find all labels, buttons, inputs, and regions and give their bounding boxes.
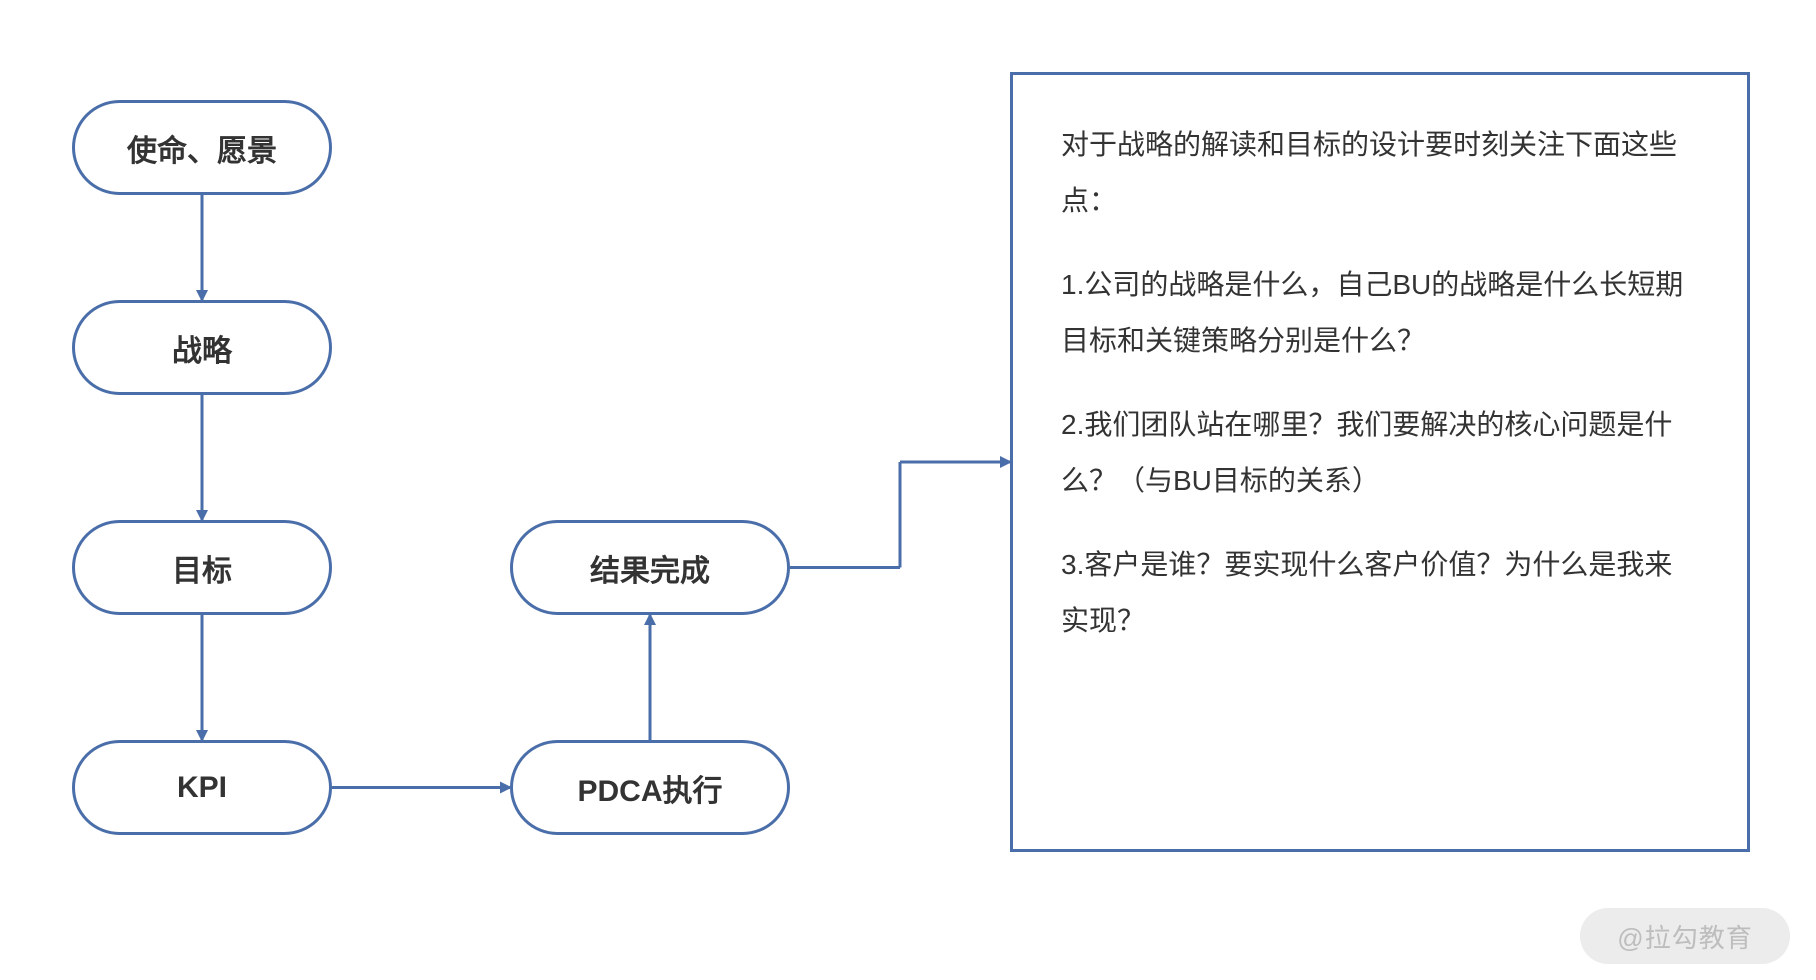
- node-goal: 目标: [72, 520, 332, 615]
- watermark-badge: @拉勾教育: [1580, 908, 1790, 964]
- node-strategy: 战略: [72, 300, 332, 395]
- node-result: 结果完成: [510, 520, 790, 615]
- info-paragraph: 1.公司的战略是什么，自己BU的战略是什么长短期目标和关键策略分别是什么？: [1061, 257, 1699, 369]
- info-box: 对于战略的解读和目标的设计要时刻关注下面这些点： 1.公司的战略是什么，自己BU…: [1010, 72, 1750, 852]
- node-mission: 使命、愿景: [72, 100, 332, 195]
- node-label: 使命、愿景: [127, 126, 277, 170]
- node-label: KPI: [177, 771, 227, 805]
- node-label: 战略: [172, 326, 232, 370]
- node-pdca: PDCA执行: [510, 740, 790, 835]
- node-label: 目标: [172, 546, 232, 590]
- node-label: PDCA执行: [577, 766, 722, 810]
- watermark-text: @拉勾教育: [1617, 918, 1752, 955]
- diagram-canvas: 使命、愿景 战略 目标 KPI PDCA执行 结果完成 对于战略的解读和目标的设…: [0, 0, 1816, 980]
- info-paragraph: 3.客户是谁？要实现什么客户价值？为什么是我来实现？: [1061, 537, 1699, 649]
- node-label: 结果完成: [590, 546, 710, 590]
- info-paragraph: 2.我们团队站在哪里？我们要解决的核心问题是什么？（与BU目标的关系）: [1061, 397, 1699, 509]
- info-paragraph: 对于战略的解读和目标的设计要时刻关注下面这些点：: [1061, 117, 1699, 229]
- node-kpi: KPI: [72, 740, 332, 835]
